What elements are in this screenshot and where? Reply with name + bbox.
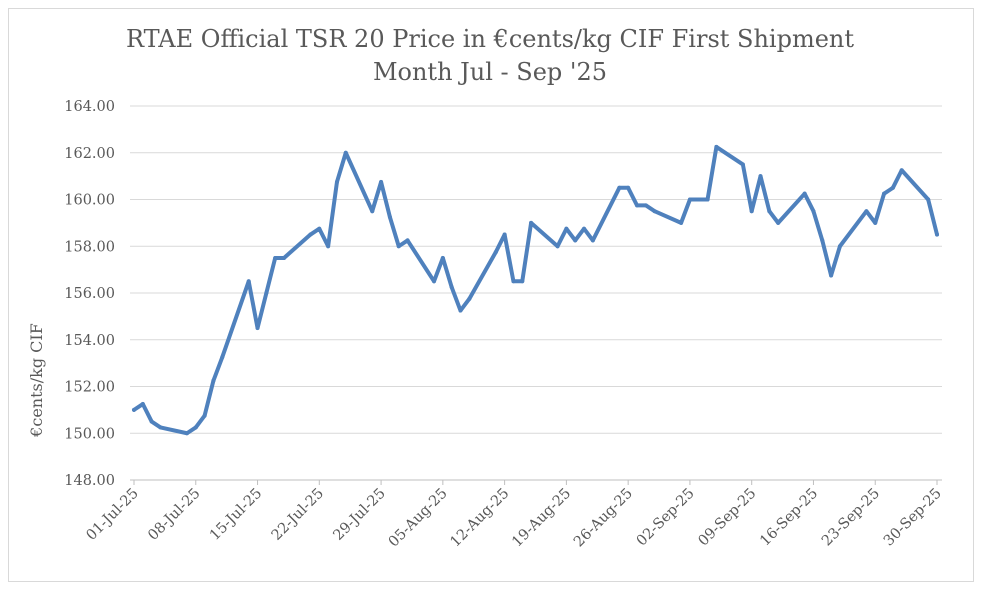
data-point [811, 209, 816, 214]
data-point [529, 220, 534, 225]
data-point [343, 150, 348, 155]
data-point [432, 279, 437, 284]
data-point [140, 402, 145, 407]
data-point [449, 285, 454, 290]
series-group [132, 144, 939, 436]
data-point [149, 419, 154, 424]
data-point [511, 279, 516, 284]
data-point [158, 425, 163, 430]
data-point [864, 209, 869, 214]
data-point [573, 238, 578, 243]
data-point [326, 244, 331, 249]
data-point [802, 191, 807, 196]
x-tick-label: 05-Aug-25 [386, 486, 451, 551]
x-tick-label: 23-Sep-25 [819, 486, 883, 550]
x-tick-label: 02-Sep-25 [634, 486, 698, 550]
data-point [890, 185, 895, 190]
data-point [634, 203, 639, 208]
data-point [617, 185, 622, 190]
data-point [520, 279, 525, 284]
data-point [935, 232, 939, 237]
x-tick-label: 01-Jul-25 [83, 486, 141, 544]
data-point [555, 244, 560, 249]
x-tick-label: 16-Sep-25 [757, 486, 821, 550]
series-line-0 [132, 144, 939, 436]
chart-frame [8, 8, 974, 582]
y-tick-label: 156.00 [64, 286, 115, 302]
x-tick-label: 15-Jul-25 [207, 486, 265, 544]
x-tick-label: 29-Jul-25 [331, 486, 389, 544]
y-axis-title: €cents/kg CIF [27, 323, 46, 438]
data-point [705, 197, 710, 202]
data-point [184, 431, 189, 436]
x-tick-label: 08-Jul-25 [145, 486, 203, 544]
data-point [652, 209, 657, 214]
data-point [749, 209, 754, 214]
data-point [590, 238, 595, 243]
data-point [396, 244, 401, 249]
data-point [873, 220, 878, 225]
x-axis-ticks: 01-Jul-25 08-Jul-25 15-Jul-25 22-Jul-25 29-J… [83, 480, 945, 551]
data-point [334, 179, 339, 184]
chart-subtitle: Month Jul - Sep '25 [373, 58, 607, 86]
data-point [776, 220, 781, 225]
data-point [564, 226, 569, 231]
data-point [246, 279, 251, 284]
data-point [264, 291, 269, 295]
data-point [767, 209, 772, 214]
data-point [405, 238, 410, 243]
data-point [220, 355, 225, 360]
y-tick-label: 162.00 [64, 146, 115, 162]
data-point [132, 407, 136, 412]
data-point [829, 273, 834, 278]
data-point [379, 179, 384, 184]
x-tick-label: 26-Aug-25 [571, 486, 636, 551]
data-point [582, 226, 587, 231]
data-point [440, 255, 445, 260]
data-point [714, 144, 719, 149]
gridlines [130, 105, 942, 434]
data-point [687, 197, 692, 202]
data-point [758, 174, 763, 179]
data-point [282, 255, 287, 260]
chart-title: RTAE Official TSR 20 Price in €cents/kg … [126, 25, 854, 53]
data-point [317, 226, 322, 231]
x-tick-label: 12-Aug-25 [448, 486, 513, 551]
data-point [202, 413, 207, 418]
data-point [255, 326, 260, 331]
x-tick-label: 22-Jul-25 [269, 486, 327, 544]
data-point [679, 220, 684, 225]
y-tick-label: 154.00 [64, 333, 115, 349]
data-point [626, 185, 631, 190]
y-tick-label: 152.00 [64, 380, 115, 396]
data-point [837, 244, 842, 249]
data-point [926, 197, 931, 202]
x-tick-label: 09-Sep-25 [696, 486, 760, 550]
data-point [211, 378, 216, 383]
data-point [899, 168, 904, 173]
data-point [273, 255, 278, 260]
y-tick-label: 160.00 [64, 193, 115, 209]
y-tick-label: 150.00 [64, 426, 115, 442]
data-point [467, 296, 472, 301]
data-point [696, 197, 701, 202]
y-tick-label: 158.00 [64, 239, 115, 255]
data-point [740, 162, 745, 167]
data-point [308, 232, 313, 237]
data-point [643, 203, 648, 208]
data-point [370, 209, 375, 214]
data-point [458, 308, 463, 313]
y-tick-label: 148.00 [64, 473, 115, 489]
y-tick-label: 164.00 [64, 99, 115, 115]
y-axis-ticks: 148.00 150.00 152.00 154.00 156.00 158.00 160.… [64, 99, 115, 489]
data-point [493, 250, 498, 255]
data-point [820, 238, 825, 243]
data-point [387, 215, 392, 220]
data-point [882, 191, 887, 196]
data-point [502, 232, 507, 237]
data-point [193, 425, 198, 430]
x-tick-label: 19-Aug-25 [509, 486, 574, 551]
x-tick-label: 30-Sep-25 [881, 486, 945, 550]
